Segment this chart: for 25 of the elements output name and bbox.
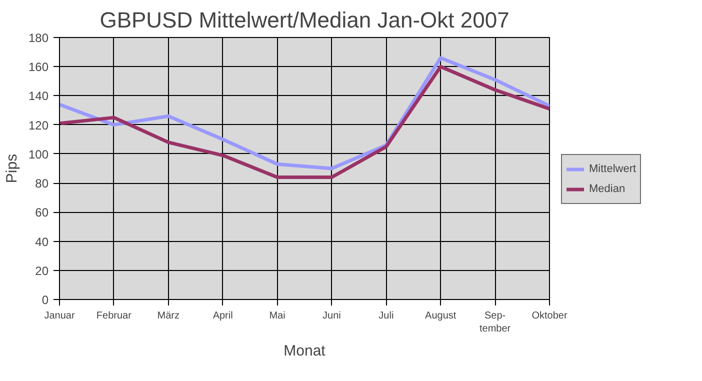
x-axis-title: Monat <box>284 342 326 360</box>
x-tick-label: Juli <box>378 310 394 322</box>
y-tick-label: 0 <box>42 293 49 307</box>
y-tick-label: 180 <box>28 31 49 45</box>
x-tick-label: August <box>425 310 456 322</box>
y-tick-label: 100 <box>28 147 49 162</box>
y-tick-label: 40 <box>35 234 49 249</box>
legend-label: Mittelwert <box>589 163 636 175</box>
chart-title: GBPUSD Mittelwert/Median Jan-Okt 2007 <box>100 8 510 32</box>
x-tick-label: Juni <box>322 310 341 322</box>
x-tick-label: Februar <box>96 310 132 322</box>
y-axis-title: Pips <box>3 154 20 184</box>
x-tick-label: Oktober <box>532 310 568 322</box>
y-tick-label: 160 <box>28 60 49 74</box>
x-tick-label: Januar <box>44 310 76 322</box>
y-tick-label: 140 <box>28 89 49 104</box>
y-tick-label: 80 <box>35 176 49 191</box>
y-tick-label: 120 <box>28 118 49 132</box>
y-tick-label: 60 <box>35 206 49 220</box>
x-tick-label: Sep- tember <box>479 310 512 335</box>
x-tick-label: April <box>212 310 233 322</box>
legend-label: Median <box>589 183 626 195</box>
x-tick-label: März <box>157 310 180 322</box>
x-tick-label: Mai <box>269 310 286 322</box>
y-tick-label: 20 <box>35 264 49 278</box>
